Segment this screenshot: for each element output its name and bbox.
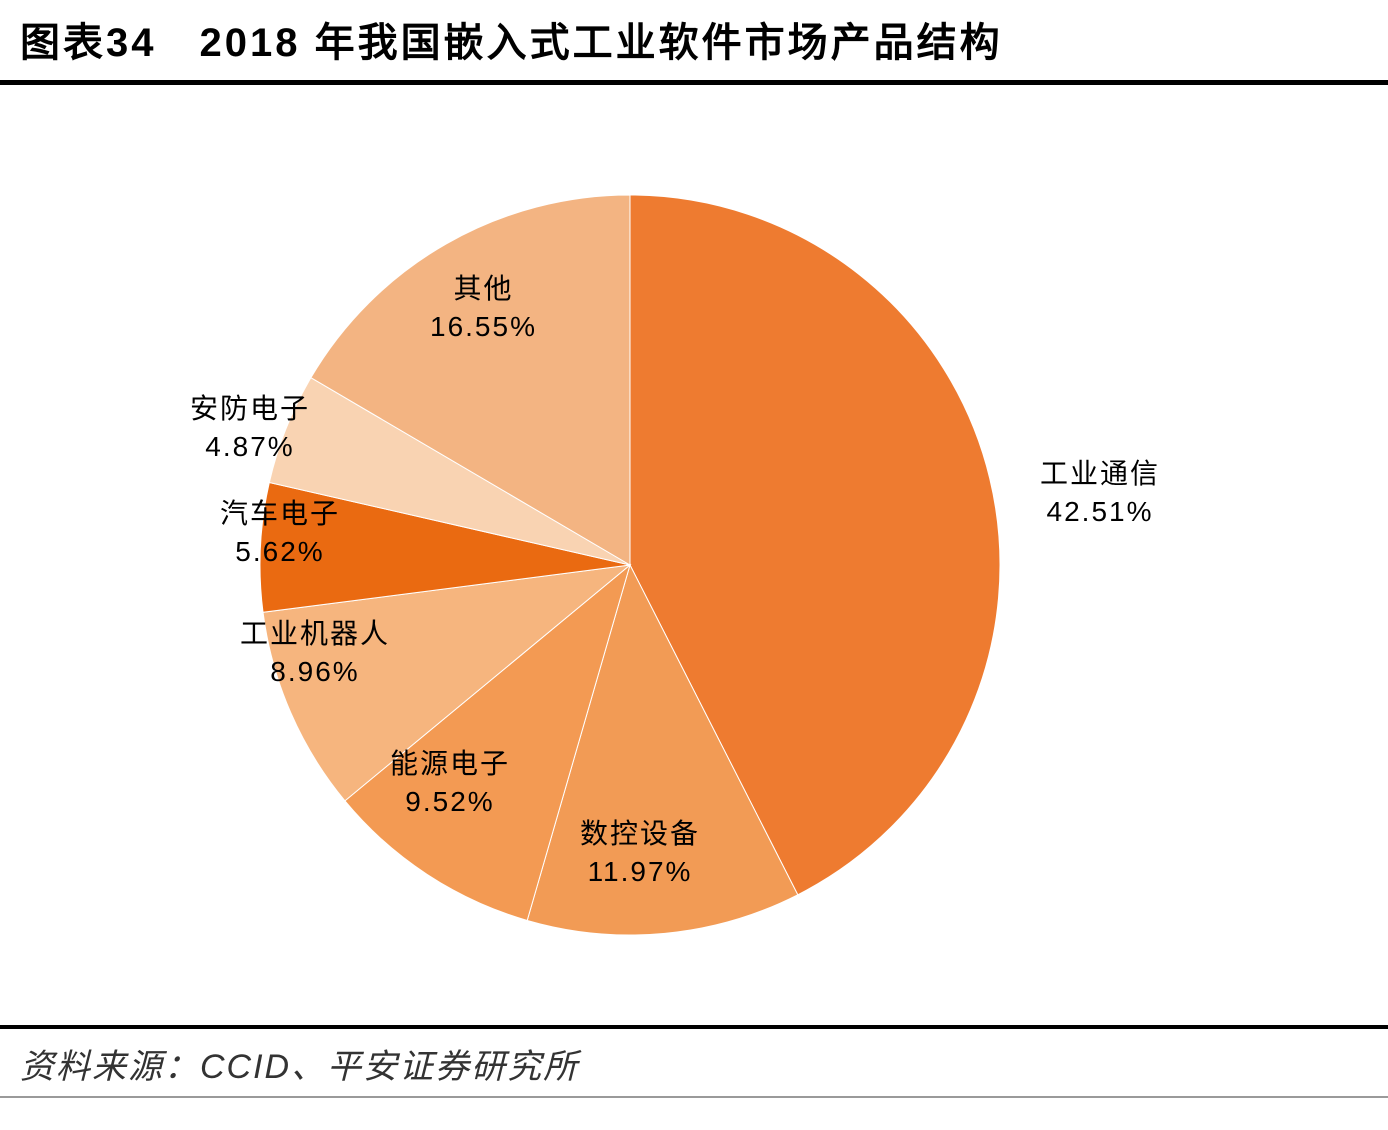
- pie-slice-name: 能源电子: [390, 745, 510, 783]
- pie-slice-name: 数控设备: [580, 815, 700, 853]
- pie-slice-value: 42.51%: [1040, 493, 1160, 531]
- pie-slice-label: 其他16.55%: [430, 270, 537, 346]
- pie-slice-label: 工业机器人8.96%: [240, 615, 390, 691]
- pie-slice-value: 9.52%: [390, 783, 510, 821]
- source-footer: 资料来源：CCID、平安证券研究所: [0, 1029, 1388, 1096]
- pie-slice-label: 安防电子4.87%: [190, 390, 310, 466]
- pie-slice-value: 5.62%: [220, 533, 340, 571]
- pie-slice-value: 11.97%: [580, 853, 700, 891]
- pie-slice-label: 工业通信42.51%: [1040, 455, 1160, 531]
- pie-slice-value: 16.55%: [430, 308, 537, 346]
- pie-slice-label: 能源电子9.52%: [390, 745, 510, 821]
- pie-slice-name: 汽车电子: [220, 495, 340, 533]
- pie-slice-value: 8.96%: [240, 653, 390, 691]
- pie-slice-name: 工业机器人: [240, 615, 390, 653]
- pie-slice-value: 4.87%: [190, 428, 310, 466]
- pie-slice-label: 汽车电子5.62%: [220, 495, 340, 571]
- pie-slice-name: 其他: [430, 270, 537, 308]
- pie-slice-name: 安防电子: [190, 390, 310, 428]
- footer-rule-bottom: [0, 1096, 1388, 1098]
- chart-title: 图表34 2018 年我国嵌入式工业软件市场产品结构: [20, 10, 1368, 68]
- chart-area: 工业通信42.51%数控设备11.97%能源电子9.52%工业机器人8.96%汽…: [0, 85, 1388, 1025]
- title-bar: 图表34 2018 年我国嵌入式工业软件市场产品结构: [0, 0, 1388, 85]
- figure-container: 图表34 2018 年我国嵌入式工业软件市场产品结构 工业通信42.51% 数控设…: [0, 0, 1388, 1130]
- pie-slice-name: 工业通信: [1040, 455, 1160, 493]
- pie-slice-label: 数控设备11.97%: [580, 815, 700, 891]
